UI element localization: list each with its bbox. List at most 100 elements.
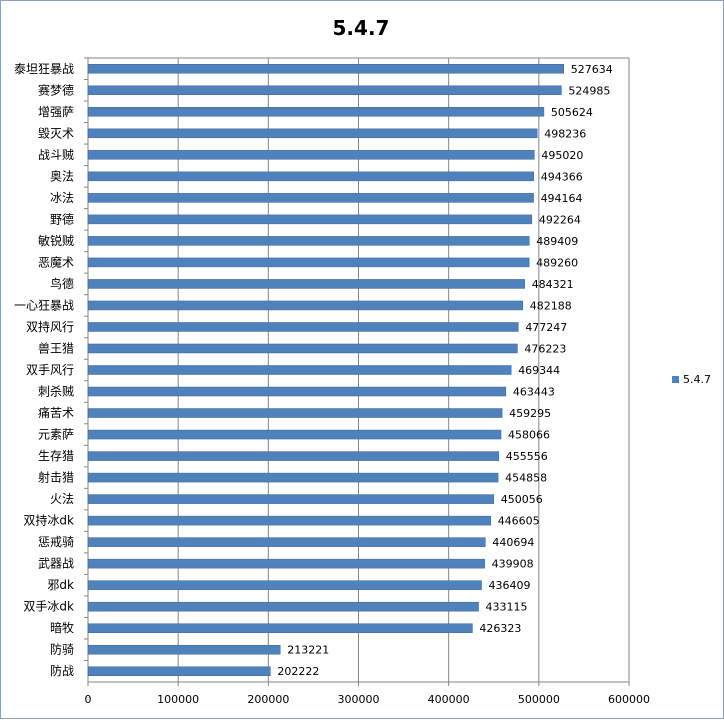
data-label: 484321 xyxy=(532,278,574,291)
bar xyxy=(87,601,479,612)
category-label: 奥法 xyxy=(50,169,74,183)
data-label: 476223 xyxy=(524,342,566,355)
x-tick-label: 300000 xyxy=(338,693,380,706)
data-label: 477247 xyxy=(525,321,567,334)
category-label: 战斗贼 xyxy=(38,147,74,162)
category-label: 武器战 xyxy=(38,557,74,571)
bar xyxy=(87,322,519,332)
x-tick-label: 100000 xyxy=(157,693,199,706)
category-label: 防骑 xyxy=(50,642,74,657)
data-label: 489260 xyxy=(536,256,578,269)
x-tick-label: 400000 xyxy=(428,693,470,706)
bar xyxy=(87,343,518,354)
category-label: 刺杀贼 xyxy=(38,384,74,399)
data-label: 494366 xyxy=(541,170,583,183)
category-label: 赛梦德 xyxy=(38,82,74,97)
bar xyxy=(87,64,564,74)
category-label: 暗牧 xyxy=(50,620,74,635)
legend-swatch xyxy=(672,376,679,383)
bar xyxy=(87,515,491,526)
bar xyxy=(87,107,545,117)
bar xyxy=(87,193,534,203)
bar xyxy=(87,537,486,547)
category-label: 泰坦狂暴战 xyxy=(14,62,74,76)
data-label: 492264 xyxy=(539,213,581,226)
bar xyxy=(87,236,530,246)
data-label: 463443 xyxy=(513,386,555,399)
data-label: 482188 xyxy=(530,299,572,312)
data-label: 202222 xyxy=(277,665,319,678)
x-tick-label: 200000 xyxy=(247,693,289,706)
data-label: 450056 xyxy=(501,493,543,506)
bar xyxy=(87,214,533,225)
category-label: 射击猎 xyxy=(38,470,74,485)
category-label: 双手风行 xyxy=(26,363,74,377)
bar xyxy=(87,580,482,590)
category-label: 痛苦术 xyxy=(38,405,74,420)
category-label: 鸟德 xyxy=(50,276,74,291)
x-tick-label: 600000 xyxy=(608,693,650,706)
category-label: 增强萨 xyxy=(38,105,74,119)
category-label: 双持冰dk xyxy=(23,513,74,528)
category-label: 一心狂暴战 xyxy=(14,298,74,312)
bar xyxy=(87,644,281,655)
chart-title: 5.4.7 xyxy=(333,16,390,40)
category-label: 双持风行 xyxy=(26,319,74,334)
bar xyxy=(87,558,485,569)
category-label: 兽王猎 xyxy=(38,341,74,355)
bar xyxy=(87,365,512,375)
data-label: 495020 xyxy=(541,149,583,162)
bar xyxy=(87,451,500,461)
bar xyxy=(87,408,503,418)
bar xyxy=(87,429,502,440)
x-axis-ticks: 0 100000 200000 300000 400000 500000 600000 xyxy=(85,682,650,706)
data-label: 458066 xyxy=(508,429,550,442)
bar xyxy=(87,300,524,311)
data-label: 213221 xyxy=(287,644,329,657)
category-label: 火法 xyxy=(50,492,74,506)
data-label: 454858 xyxy=(505,472,547,485)
data-label: 439908 xyxy=(492,558,534,571)
category-label: 毁灭术 xyxy=(38,125,74,140)
data-label: 436409 xyxy=(488,579,530,592)
data-label: 446605 xyxy=(498,515,540,528)
legend: 5.4.7 xyxy=(672,373,711,386)
bar xyxy=(87,150,535,160)
legend-label: 5.4.7 xyxy=(683,373,711,386)
bar xyxy=(87,257,530,268)
bar xyxy=(87,85,562,96)
data-label: 469344 xyxy=(518,364,560,377)
data-label: 433115 xyxy=(486,601,528,614)
bar xyxy=(87,623,473,633)
data-label: 426323 xyxy=(479,622,521,635)
data-label: 524985 xyxy=(568,84,610,97)
data-label: 527634 xyxy=(571,63,613,76)
category-label: 敏锐贼 xyxy=(38,233,74,248)
x-tick-label: 0 xyxy=(85,693,92,706)
data-label: 494164 xyxy=(541,192,583,205)
category-label: 冰法 xyxy=(50,191,74,205)
data-label: 498236 xyxy=(544,127,586,140)
category-label: 恶魔术 xyxy=(38,254,74,269)
bar xyxy=(87,472,499,483)
data-label: 440694 xyxy=(492,536,534,549)
x-tick-label: 500000 xyxy=(518,693,560,706)
data-label: 489409 xyxy=(536,235,578,248)
category-label: 邪dk xyxy=(47,578,74,592)
category-label: 生存猎 xyxy=(38,449,74,463)
data-label: 459295 xyxy=(509,407,551,420)
bar xyxy=(87,386,507,397)
bars xyxy=(87,64,564,676)
data-labels: 527634 524985 505624 498236 495020 494366 4941… xyxy=(277,63,612,678)
category-label: 防战 xyxy=(50,663,74,678)
bar xyxy=(87,128,538,139)
category-label: 野德 xyxy=(50,211,74,226)
data-label: 505624 xyxy=(551,106,593,119)
bar xyxy=(87,171,535,182)
bar xyxy=(87,494,495,504)
data-label: 455556 xyxy=(506,450,548,463)
category-labels: 泰坦狂暴战赛梦德增强萨毁灭术战斗贼奥法冰法野德敏锐贼恶魔术鸟德一心狂暴战双持风行… xyxy=(14,57,88,678)
category-label: 惩戒骑 xyxy=(38,535,74,549)
